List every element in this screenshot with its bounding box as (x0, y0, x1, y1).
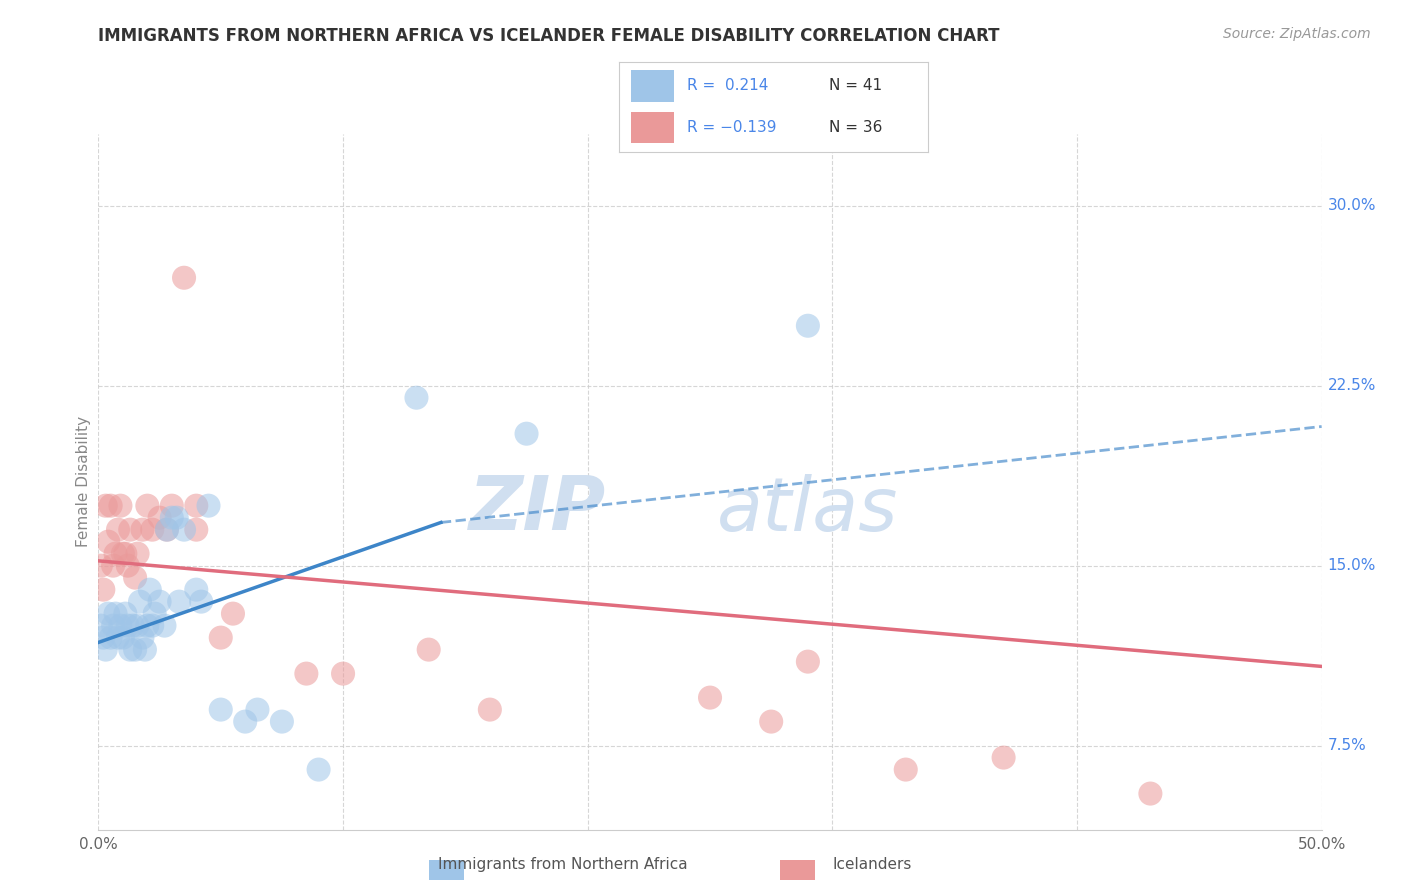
Point (97, 607, 120, 621)
Point (136, 499, 159, 513)
Point (270, 714, 294, 729)
Point (141, 523, 163, 537)
Point (167, 594, 190, 608)
Point (761, 714, 783, 729)
Point (246, 703, 269, 717)
Text: Icelanders: Icelanders (832, 857, 911, 872)
Point (143, 607, 166, 621)
Point (478, 703, 501, 717)
Point (308, 763, 330, 777)
Point (190, 594, 212, 608)
Point (97, 534, 120, 549)
Point (186, 582, 208, 597)
Point (418, 642, 440, 657)
Point (515, 426, 537, 441)
Point (160, 510, 183, 524)
Point (124, 571, 146, 585)
Point (90, 618, 112, 632)
Point (156, 523, 179, 537)
Text: Immigrants from Northern Africa: Immigrants from Northern Africa (437, 857, 688, 872)
Point (117, 558, 139, 573)
Point (91, 631, 114, 645)
Point (127, 547, 149, 561)
Bar (631, 112, 675, 143)
Point (797, 318, 820, 333)
Text: 15.0%: 15.0% (1327, 558, 1376, 574)
Point (101, 618, 124, 632)
Point (107, 523, 129, 537)
Point (134, 642, 156, 657)
Text: 7.5%: 7.5% (1327, 738, 1367, 753)
Point (173, 270, 195, 285)
Point (110, 499, 132, 513)
Point (129, 594, 152, 608)
Point (121, 618, 143, 632)
Point (332, 666, 354, 681)
Point (131, 631, 153, 645)
Point (114, 607, 136, 621)
Point (110, 618, 132, 632)
Point (107, 631, 129, 645)
Bar (631, 70, 675, 102)
Point (295, 666, 318, 681)
Point (1139, 787, 1161, 801)
Point (233, 714, 256, 729)
Point (91, 582, 114, 597)
Point (111, 631, 134, 645)
Text: N = 41: N = 41 (830, 78, 882, 93)
Point (94, 499, 117, 513)
Point (139, 582, 162, 597)
Point (209, 703, 232, 717)
Point (197, 499, 219, 513)
Point (124, 642, 146, 657)
Point (104, 547, 127, 561)
Point (120, 642, 142, 657)
Point (114, 547, 136, 561)
Point (101, 558, 124, 573)
Text: IMMIGRANTS FROM NORTHERN AFRICA VS ICELANDER FEMALE DISABILITY CORRELATION CHART: IMMIGRANTS FROM NORTHERN AFRICA VS ICELA… (98, 27, 1000, 45)
Point (186, 523, 208, 537)
Y-axis label: Female Disability: Female Disability (76, 416, 91, 548)
Point (173, 523, 195, 537)
Point (100, 499, 122, 513)
Text: Source: ZipAtlas.com: Source: ZipAtlas.com (1223, 27, 1371, 41)
Text: atlas: atlas (717, 474, 898, 546)
Point (149, 594, 172, 608)
Text: N = 36: N = 36 (830, 120, 883, 135)
Point (894, 763, 917, 777)
Point (127, 618, 149, 632)
Point (131, 523, 153, 537)
Text: R =  0.214: R = 0.214 (686, 78, 768, 93)
Point (405, 391, 427, 405)
Point (111, 547, 134, 561)
Point (797, 655, 820, 669)
Text: R = −0.139: R = −0.139 (686, 120, 776, 135)
Text: 30.0%: 30.0% (1327, 198, 1376, 213)
Point (166, 510, 188, 524)
Point (90, 558, 112, 573)
Point (160, 499, 183, 513)
Point (100, 631, 122, 645)
Point (94, 642, 117, 657)
Point (120, 523, 142, 537)
Point (141, 618, 163, 632)
Point (156, 523, 179, 537)
Text: ZIP: ZIP (468, 473, 606, 546)
Point (153, 618, 176, 632)
Point (186, 499, 208, 513)
Point (209, 631, 232, 645)
Point (149, 510, 172, 524)
Point (104, 607, 127, 621)
Text: 22.5%: 22.5% (1327, 378, 1376, 393)
Point (699, 690, 721, 705)
Point (117, 618, 139, 632)
Point (993, 750, 1015, 764)
Point (136, 618, 159, 632)
Point (222, 607, 245, 621)
